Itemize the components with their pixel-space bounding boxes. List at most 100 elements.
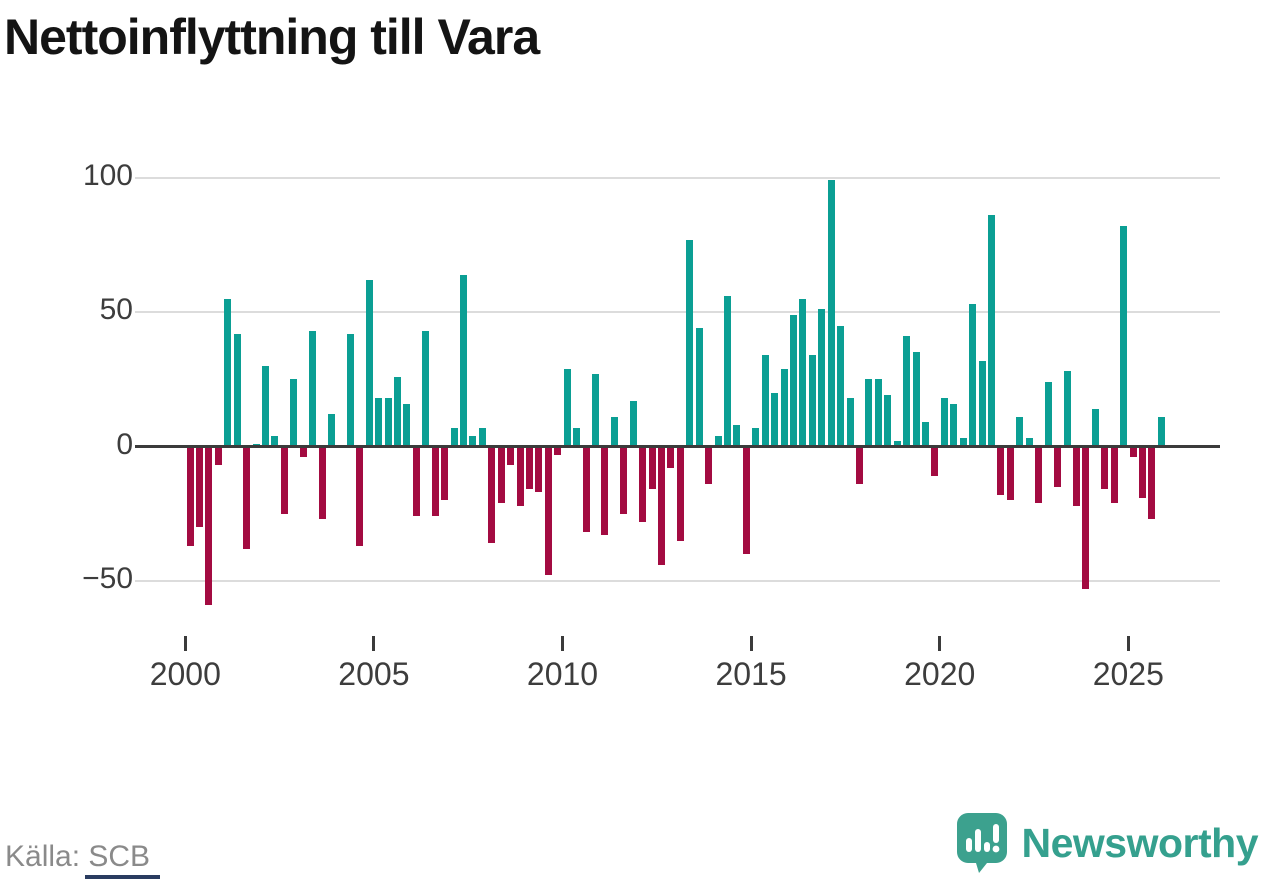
bar-positive bbox=[771, 392, 779, 447]
bar-negative bbox=[318, 446, 326, 520]
bar-positive bbox=[261, 365, 269, 447]
bar-positive bbox=[733, 425, 741, 447]
bar-negative bbox=[186, 446, 194, 546]
bar-negative bbox=[601, 446, 609, 536]
bar-positive bbox=[563, 368, 571, 447]
bar-positive bbox=[884, 395, 892, 447]
bar-negative bbox=[497, 446, 505, 503]
bar-negative bbox=[1006, 446, 1014, 501]
bar-positive bbox=[1016, 416, 1024, 447]
bar-positive bbox=[610, 416, 618, 447]
gridline bbox=[135, 311, 1220, 314]
bar-positive bbox=[940, 398, 948, 447]
bar-positive bbox=[865, 379, 873, 447]
bar-negative bbox=[299, 446, 307, 458]
bar-positive bbox=[629, 400, 637, 447]
x-axis-tick-label: 2020 bbox=[904, 656, 976, 692]
bar-negative bbox=[544, 446, 552, 576]
bar-positive bbox=[346, 333, 354, 447]
bar-negative bbox=[1148, 446, 1156, 520]
bar-negative bbox=[856, 446, 864, 485]
bar-positive bbox=[1091, 408, 1099, 447]
bar-negative bbox=[1054, 446, 1062, 487]
x-axis-tick-label: 2025 bbox=[1092, 656, 1164, 692]
bar-positive bbox=[827, 180, 835, 447]
bar-negative bbox=[997, 446, 1005, 495]
bar-negative bbox=[525, 446, 533, 490]
bar-positive bbox=[224, 298, 232, 447]
newsworthy-wordmark: Newsworthy bbox=[1021, 819, 1259, 866]
bar-positive bbox=[375, 398, 383, 447]
bar-negative bbox=[705, 446, 713, 485]
bar-negative bbox=[1110, 446, 1118, 503]
newsworthy-logo-icon bbox=[956, 812, 1008, 874]
bar-positive bbox=[714, 435, 722, 447]
bar-positive bbox=[799, 298, 807, 447]
y-axis-tick-label: 100 bbox=[82, 158, 133, 192]
bar-positive bbox=[233, 333, 241, 447]
x-axis-tick bbox=[749, 636, 753, 651]
bar-positive bbox=[761, 355, 769, 447]
bar-negative bbox=[243, 446, 251, 549]
bottom-accent-strip bbox=[85, 875, 160, 879]
bar-negative bbox=[1082, 446, 1090, 589]
x-axis-tick-label: 2000 bbox=[149, 656, 221, 692]
bar-positive bbox=[808, 355, 816, 447]
bar-positive bbox=[592, 373, 599, 447]
bar-negative bbox=[582, 446, 590, 533]
x-axis-tick bbox=[561, 636, 564, 651]
bar-positive bbox=[478, 427, 486, 447]
bar-negative bbox=[356, 446, 364, 546]
bar-negative bbox=[620, 446, 628, 514]
bar-negative bbox=[1035, 446, 1043, 503]
newsworthy-branding: Newsworthy bbox=[956, 812, 1259, 874]
y-axis-tick-label: −50 bbox=[82, 561, 133, 595]
x-axis-tick bbox=[183, 636, 187, 651]
bar-positive bbox=[1120, 226, 1128, 447]
bar-negative bbox=[639, 446, 647, 522]
bar-positive bbox=[1063, 371, 1071, 447]
bar-positive bbox=[573, 427, 581, 447]
bar-negative bbox=[431, 446, 439, 517]
bar-positive bbox=[309, 330, 317, 447]
bar-negative bbox=[214, 446, 222, 466]
bar-positive bbox=[403, 403, 411, 447]
bar-negative bbox=[931, 446, 939, 477]
bar-positive bbox=[818, 309, 826, 447]
bar-positive bbox=[912, 352, 920, 447]
gridline bbox=[135, 176, 1220, 179]
bar-negative bbox=[507, 446, 515, 466]
bar-positive bbox=[959, 438, 967, 447]
bar-positive bbox=[969, 304, 977, 447]
bar-negative bbox=[195, 446, 203, 528]
bar-positive bbox=[422, 330, 430, 447]
bar-positive bbox=[384, 398, 392, 447]
zero-axis-line bbox=[135, 445, 1220, 448]
bar-positive bbox=[290, 379, 298, 447]
bar-positive bbox=[1157, 416, 1165, 447]
bar-negative bbox=[742, 446, 750, 554]
bar-negative bbox=[1072, 446, 1080, 506]
bar-positive bbox=[922, 422, 930, 447]
bar-positive bbox=[393, 376, 401, 447]
bar-positive bbox=[846, 398, 854, 447]
bar-positive bbox=[978, 360, 986, 447]
bar-positive bbox=[903, 336, 911, 447]
bar-negative bbox=[648, 446, 656, 490]
y-axis-tick-label: 0 bbox=[116, 427, 133, 461]
bar-positive bbox=[1044, 382, 1052, 447]
bar-negative bbox=[1101, 446, 1109, 490]
bar-negative bbox=[554, 446, 562, 455]
bar-positive bbox=[837, 325, 845, 447]
bar-positive bbox=[893, 441, 901, 447]
bar-negative bbox=[535, 446, 543, 493]
bar-positive bbox=[327, 414, 335, 447]
bar-negative bbox=[205, 446, 213, 606]
chart-title: Nettoinflyttning till Vara bbox=[4, 9, 540, 65]
bar-negative bbox=[280, 446, 288, 514]
bar-positive bbox=[874, 379, 882, 447]
bar-positive bbox=[271, 435, 279, 447]
x-axis-tick bbox=[1126, 636, 1130, 651]
